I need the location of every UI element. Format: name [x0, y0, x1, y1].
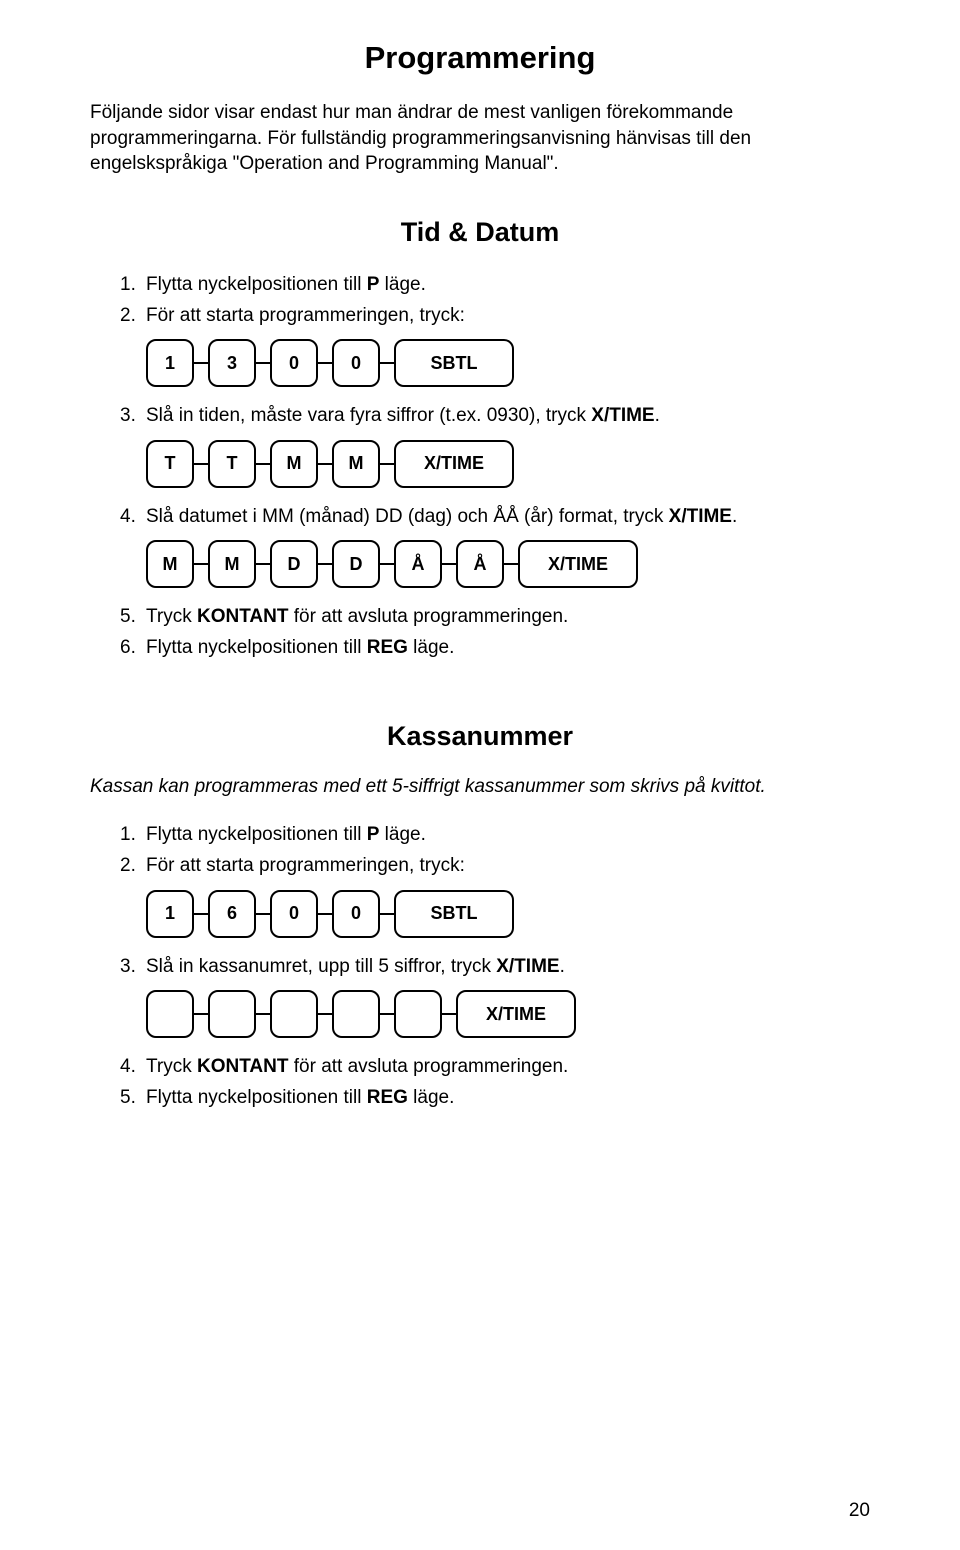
key-button: D [332, 540, 380, 588]
key-button: SBTL [394, 339, 514, 387]
list-item: 6.Flytta nyckelpositionen till REG läge. [120, 635, 870, 662]
key-button: 0 [332, 339, 380, 387]
section2-title: Kassanummer [90, 721, 870, 752]
key-button: M [270, 440, 318, 488]
key-button: M [208, 540, 256, 588]
connector [256, 463, 270, 465]
connector [194, 1013, 208, 1015]
connector [380, 563, 394, 565]
connector [318, 913, 332, 915]
intro-paragraph: Följande sidor visar endast hur man ändr… [90, 100, 870, 177]
key-sequence: X/TIME [146, 990, 870, 1038]
key-button-empty [208, 990, 256, 1038]
connector [318, 362, 332, 364]
key-button: X/TIME [394, 440, 514, 488]
key-button: 6 [208, 890, 256, 938]
step-text: För att starta programmeringen, tryck: [146, 855, 465, 876]
section1-steps: 1.Flytta nyckelpositionen till P läge. 2… [90, 272, 870, 329]
connector [194, 913, 208, 915]
key-button-empty [146, 990, 194, 1038]
connector [256, 913, 270, 915]
list-item: 3.Slå in kassanumret, upp till 5 siffror… [120, 954, 870, 981]
section1-steps-cont: 3.Slå in tiden, måste vara fyra siffror … [90, 403, 870, 430]
section1-title: Tid & Datum [90, 217, 870, 248]
list-item: 1.Flytta nyckelpositionen till P läge. [120, 822, 870, 849]
connector [442, 1013, 456, 1015]
key-button-empty [270, 990, 318, 1038]
key-button: X/TIME [518, 540, 638, 588]
connector [380, 463, 394, 465]
connector [380, 913, 394, 915]
connector [318, 1013, 332, 1015]
connector [256, 563, 270, 565]
connector [318, 563, 332, 565]
step-text: Flytta nyckelpositionen till P läge. [146, 274, 426, 295]
key-button: D [270, 540, 318, 588]
key-button: 1 [146, 890, 194, 938]
connector [194, 563, 208, 565]
connector [504, 563, 518, 565]
connector [380, 1013, 394, 1015]
list-item: 3.Slå in tiden, måste vara fyra siffror … [120, 403, 870, 430]
step-text: Slå in tiden, måste vara fyra siffror (t… [146, 405, 660, 426]
key-button: M [332, 440, 380, 488]
section2-sub: Kassan kan programmeras med ett 5-siffri… [90, 776, 870, 798]
list-item: 5.Flytta nyckelpositionen till REG läge. [120, 1085, 870, 1112]
step-text: Slå in kassanumret, upp till 5 siffror, … [146, 956, 565, 977]
key-button: 0 [270, 339, 318, 387]
key-sequence: M M D D Å Å X/TIME [146, 540, 870, 588]
connector [442, 563, 456, 565]
connector [256, 1013, 270, 1015]
list-item: 4.Tryck KONTANT för att avsluta programm… [120, 1054, 870, 1081]
key-button: M [146, 540, 194, 588]
step-text: Flytta nyckelpositionen till P läge. [146, 824, 426, 845]
key-button-empty [394, 990, 442, 1038]
key-sequence: 1 6 0 0 SBTL [146, 890, 870, 938]
list-item: 2.För att starta programmeringen, tryck: [120, 853, 870, 880]
key-button: SBTL [394, 890, 514, 938]
connector [194, 463, 208, 465]
section2-steps: 1.Flytta nyckelpositionen till P läge. 2… [90, 822, 870, 879]
section2-steps-end: 4.Tryck KONTANT för att avsluta programm… [90, 1054, 870, 1111]
key-button: 3 [208, 339, 256, 387]
key-button-empty [332, 990, 380, 1038]
step-text: För att starta programmeringen, tryck: [146, 305, 465, 326]
step-text: Flytta nyckelpositionen till REG läge. [146, 1087, 454, 1108]
key-sequence: 1 3 0 0 SBTL [146, 339, 870, 387]
connector [194, 362, 208, 364]
key-button: T [208, 440, 256, 488]
step-text: Tryck KONTANT för att avsluta programmer… [146, 606, 568, 627]
step-text: Slå datumet i MM (månad) DD (dag) och ÅÅ… [146, 506, 737, 527]
key-button: Å [394, 540, 442, 588]
connector [256, 362, 270, 364]
step-text: Tryck KONTANT för att avsluta programmer… [146, 1056, 568, 1077]
key-button: Å [456, 540, 504, 588]
list-item: 4.Slå datumet i MM (månad) DD (dag) och … [120, 504, 870, 531]
section1-steps-end: 5.Tryck KONTANT för att avsluta programm… [90, 604, 870, 661]
section1-steps-cont2: 4.Slå datumet i MM (månad) DD (dag) och … [90, 504, 870, 531]
connector [318, 463, 332, 465]
list-item: 5.Tryck KONTANT för att avsluta programm… [120, 604, 870, 631]
key-button: T [146, 440, 194, 488]
page-title: Programmering [90, 40, 870, 76]
key-button: X/TIME [456, 990, 576, 1038]
key-button: 0 [332, 890, 380, 938]
page-number: 20 [849, 1500, 870, 1522]
key-button: 1 [146, 339, 194, 387]
section2-steps-cont: 3.Slå in kassanumret, upp till 5 siffror… [90, 954, 870, 981]
key-button: 0 [270, 890, 318, 938]
list-item: 1.Flytta nyckelpositionen till P läge. [120, 272, 870, 299]
connector [380, 362, 394, 364]
list-item: 2.För att starta programmeringen, tryck: [120, 303, 870, 330]
key-sequence: T T M M X/TIME [146, 440, 870, 488]
step-text: Flytta nyckelpositionen till REG läge. [146, 637, 454, 658]
